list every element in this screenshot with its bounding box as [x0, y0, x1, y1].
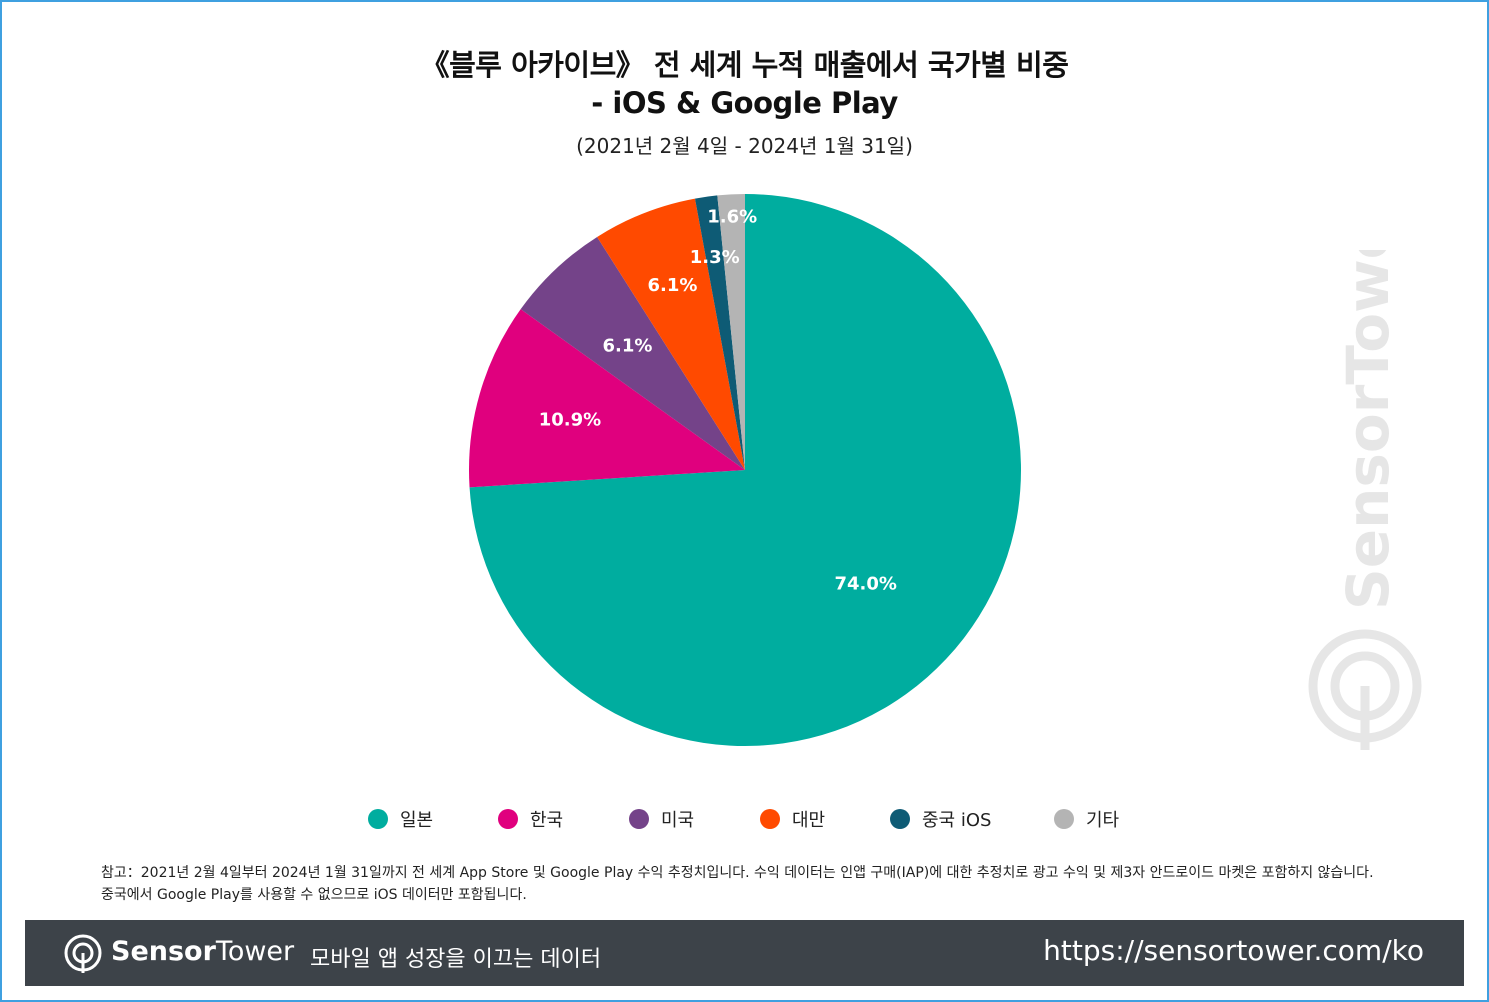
- legend-swatch: [890, 809, 910, 829]
- legend-swatch: [760, 809, 780, 829]
- pie-chart: 74.0% 10.9% 6.1% 6.1% 1.3% 1.6%: [468, 194, 1022, 746]
- slice-label-0: 74.0%: [834, 573, 896, 594]
- legend-label: 대만: [792, 810, 826, 831]
- legend-item-3: 대만: [760, 804, 825, 834]
- footer-tagline: 모바일 앱 성장을 이끄는 데이터: [310, 947, 602, 972]
- chart-title-line2: - iOS & Google Play: [591, 86, 898, 120]
- footer-bar: SensorTower 모바일 앱 성장을 이끄는 데이터 https://se…: [25, 920, 1464, 986]
- legend-item-5: 기타: [1054, 804, 1119, 834]
- brand-name: SensorTower: [111, 936, 294, 967]
- watermark-logo-icon: [1308, 629, 1422, 750]
- legend: 일본 한국 미국 대만 중국 iOS 기타: [368, 804, 1128, 834]
- chart-title-line1: 《블루 아카이브》 전 세계 누적 매출에서 국가별 비중: [420, 48, 1069, 82]
- slice-label-5: 1.6%: [707, 206, 757, 227]
- legend-item-4: 중국 iOS: [890, 804, 991, 834]
- brand-bold: Sensor: [111, 936, 216, 967]
- watermark: SensorTower: [1308, 250, 1422, 750]
- chart-subtitle: (2021년 2월 4일 - 2024년 1월 31일): [576, 134, 913, 158]
- pie-slice-2: [520, 236, 745, 470]
- slice-label-2: 6.1%: [603, 336, 653, 357]
- legend-label: 일본: [400, 810, 434, 831]
- legend-swatch: [498, 809, 518, 829]
- pie-slice-4: [694, 195, 745, 470]
- legend-label: 한국: [530, 810, 564, 831]
- legend-label: 중국 iOS: [922, 810, 992, 831]
- legend-swatch: [629, 809, 649, 829]
- pie-slice-1: [468, 309, 745, 488]
- slice-label-3: 6.1%: [647, 275, 697, 296]
- footnote-line1: 참고：2021년 2월 4일부터 2024년 1월 31일까지 전 세계 App…: [101, 865, 1374, 881]
- watermark-text: SensorTower: [1334, 250, 1402, 610]
- sensortower-logo-icon: [64, 934, 102, 973]
- slice-label-1: 10.9%: [539, 410, 601, 431]
- pie-slice-5: [717, 194, 745, 470]
- slice-label-4: 1.3%: [690, 247, 740, 268]
- legend-item-2: 미국: [629, 804, 694, 834]
- legend-item-1: 한국: [498, 804, 563, 834]
- legend-label: 미국: [661, 810, 695, 831]
- legend-swatch: [368, 809, 388, 829]
- pie-slice-3: [597, 198, 745, 470]
- legend-label: 기타: [1086, 810, 1120, 831]
- footnote-line2: 중국에서 Google Play를 사용할 수 없으므로 iOS 데이터만 포함…: [101, 887, 527, 903]
- legend-item-0: 일본: [368, 804, 433, 834]
- pie-slice-0: [469, 194, 1022, 746]
- brand-light: Tower: [215, 936, 295, 967]
- footer-url: https://sensortower.com/ko: [1043, 934, 1424, 967]
- legend-swatch: [1054, 809, 1074, 829]
